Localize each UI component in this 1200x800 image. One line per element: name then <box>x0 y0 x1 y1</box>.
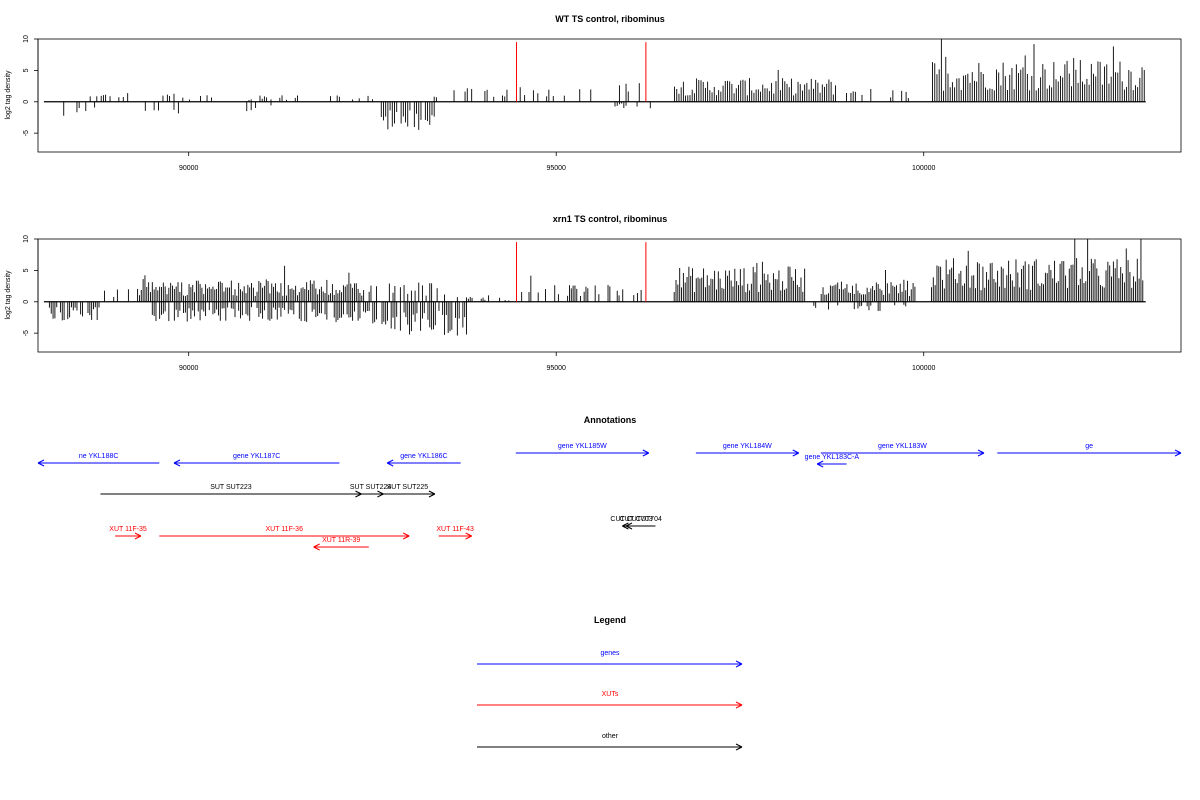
panel-wt-axes: 10 5 0 -5 90000 95000 100000 <box>23 35 936 172</box>
gene-feature-label: ge <box>1085 443 1093 450</box>
arrow-head <box>465 535 472 540</box>
gene-feature-label: gene YKL185W <box>558 443 607 450</box>
other-feature-label: SUT SUT223 <box>210 484 252 491</box>
x-tick-label: 95000 <box>546 365 566 372</box>
arrow-head <box>402 532 410 537</box>
arrow-head <box>465 532 472 537</box>
xut-feature-label: XUT 11F-43 <box>436 526 474 533</box>
arrow-head <box>735 704 743 709</box>
panel-xrn1-markers <box>516 242 647 302</box>
arrow-head <box>402 535 410 540</box>
annotations-panel: Annotations ne YKL188C gene YKL187C gene Y… <box>37 415 1182 551</box>
arrow-head <box>173 462 181 467</box>
annotations-title: Annotations <box>584 415 637 425</box>
arrow-head <box>386 462 394 467</box>
panel-xrn1-ylabel: log2 tag density <box>5 270 12 320</box>
panel-xrn1-bars <box>43 239 1146 336</box>
y-tick-label: 0 <box>23 100 30 104</box>
arrow-head <box>977 449 985 454</box>
panel-xrn1-title: xrn1 TS control, ribominus <box>553 214 668 224</box>
arrow-head <box>37 462 45 467</box>
arrow-head <box>735 663 743 668</box>
x-tick-label: 95000 <box>546 165 566 172</box>
arrow-head <box>622 522 629 527</box>
panel-wt-title: WT TS control, ribominus <box>555 14 665 24</box>
arrow-head <box>1174 452 1182 457</box>
x-tick-label: 90000 <box>179 165 199 172</box>
y-tick-label: 10 <box>23 35 30 43</box>
x-tick-label: 90000 <box>179 365 199 372</box>
arrow-head <box>735 746 743 751</box>
other-feature-label: CUT CUT704 <box>620 516 662 523</box>
arrow-head <box>642 449 650 454</box>
panel-wt-markers <box>516 42 647 102</box>
arrow-head <box>735 743 743 748</box>
arrow-head <box>816 463 824 468</box>
arrow-head <box>735 701 743 706</box>
gene-feature-label: gene YKL186C <box>400 453 447 460</box>
arrow-head <box>792 452 799 457</box>
other-feature-label: SUT SUT224 <box>350 484 392 491</box>
arrow-head <box>642 452 650 457</box>
y-tick-label: 5 <box>23 68 30 72</box>
arrow-head <box>622 525 629 530</box>
legend-label: other <box>602 733 619 740</box>
arrow-head <box>1174 449 1182 454</box>
arrow-head <box>792 449 799 454</box>
gene-feature-label: gene YKL183W <box>878 443 927 450</box>
annotation-genes: ne YKL188C gene YKL187C gene YKL186C gene Y… <box>37 443 1182 468</box>
panel-wt-bars <box>43 39 1146 130</box>
arrow-head <box>977 452 985 457</box>
gene-feature-label: ne YKL188C <box>79 453 119 460</box>
arrow-head <box>735 660 743 665</box>
panel-wt: WT TS control, ribominus log2 tag densit… <box>5 14 1182 172</box>
legend-label: XUTs <box>602 691 619 698</box>
gene-feature-label: gene YKL183C-A <box>805 454 860 461</box>
panel-wt-ylabel: log2 tag density <box>5 70 12 120</box>
arrow-head <box>313 546 320 551</box>
y-tick-label: 10 <box>23 235 30 243</box>
annotation-xuts: XUT 11F-35 XUT 11F-36 XUT 11R-39 XUT 11F-43 <box>109 526 474 551</box>
arrow-head <box>37 459 45 464</box>
y-tick-label: -5 <box>23 330 30 336</box>
y-tick-label: 5 <box>23 268 30 272</box>
other-feature-label: CUT CUT703 <box>610 516 652 523</box>
legend-panel: Legend genes XUTs other <box>477 615 743 751</box>
legend-title: Legend <box>594 615 626 625</box>
x-tick-label: 100000 <box>912 365 935 372</box>
panel-xrn1-axes: 10 5 0 -5 90000 95000 100000 <box>23 235 936 372</box>
arrow-head <box>428 493 436 498</box>
arrow-head <box>134 532 142 537</box>
xut-feature-label: XUT 11R-39 <box>322 537 360 544</box>
legend-entries: genes XUTs other <box>477 650 743 751</box>
y-tick-label: 0 <box>23 300 30 304</box>
arrow-head <box>386 459 394 464</box>
gene-feature-label: gene YKL187C <box>233 453 280 460</box>
panel-xrn1: xrn1 TS control, ribominus log2 tag dens… <box>5 214 1182 372</box>
arrow-head <box>428 490 436 495</box>
legend-label: genes <box>600 650 620 657</box>
other-feature-label: SUT SUT225 <box>387 484 429 491</box>
xut-feature-label: XUT 11F-36 <box>265 526 303 533</box>
arrow-head <box>625 525 633 530</box>
x-tick-label: 100000 <box>912 165 935 172</box>
xut-feature-label: XUT 11F-35 <box>109 526 147 533</box>
arrow-head <box>625 522 633 527</box>
arrow-head <box>134 535 142 540</box>
arrow-head <box>173 459 181 464</box>
arrow-head <box>313 543 320 548</box>
arrow-head <box>816 460 824 465</box>
gene-feature-label: gene YKL184W <box>723 443 772 450</box>
y-tick-label: -5 <box>23 130 30 136</box>
